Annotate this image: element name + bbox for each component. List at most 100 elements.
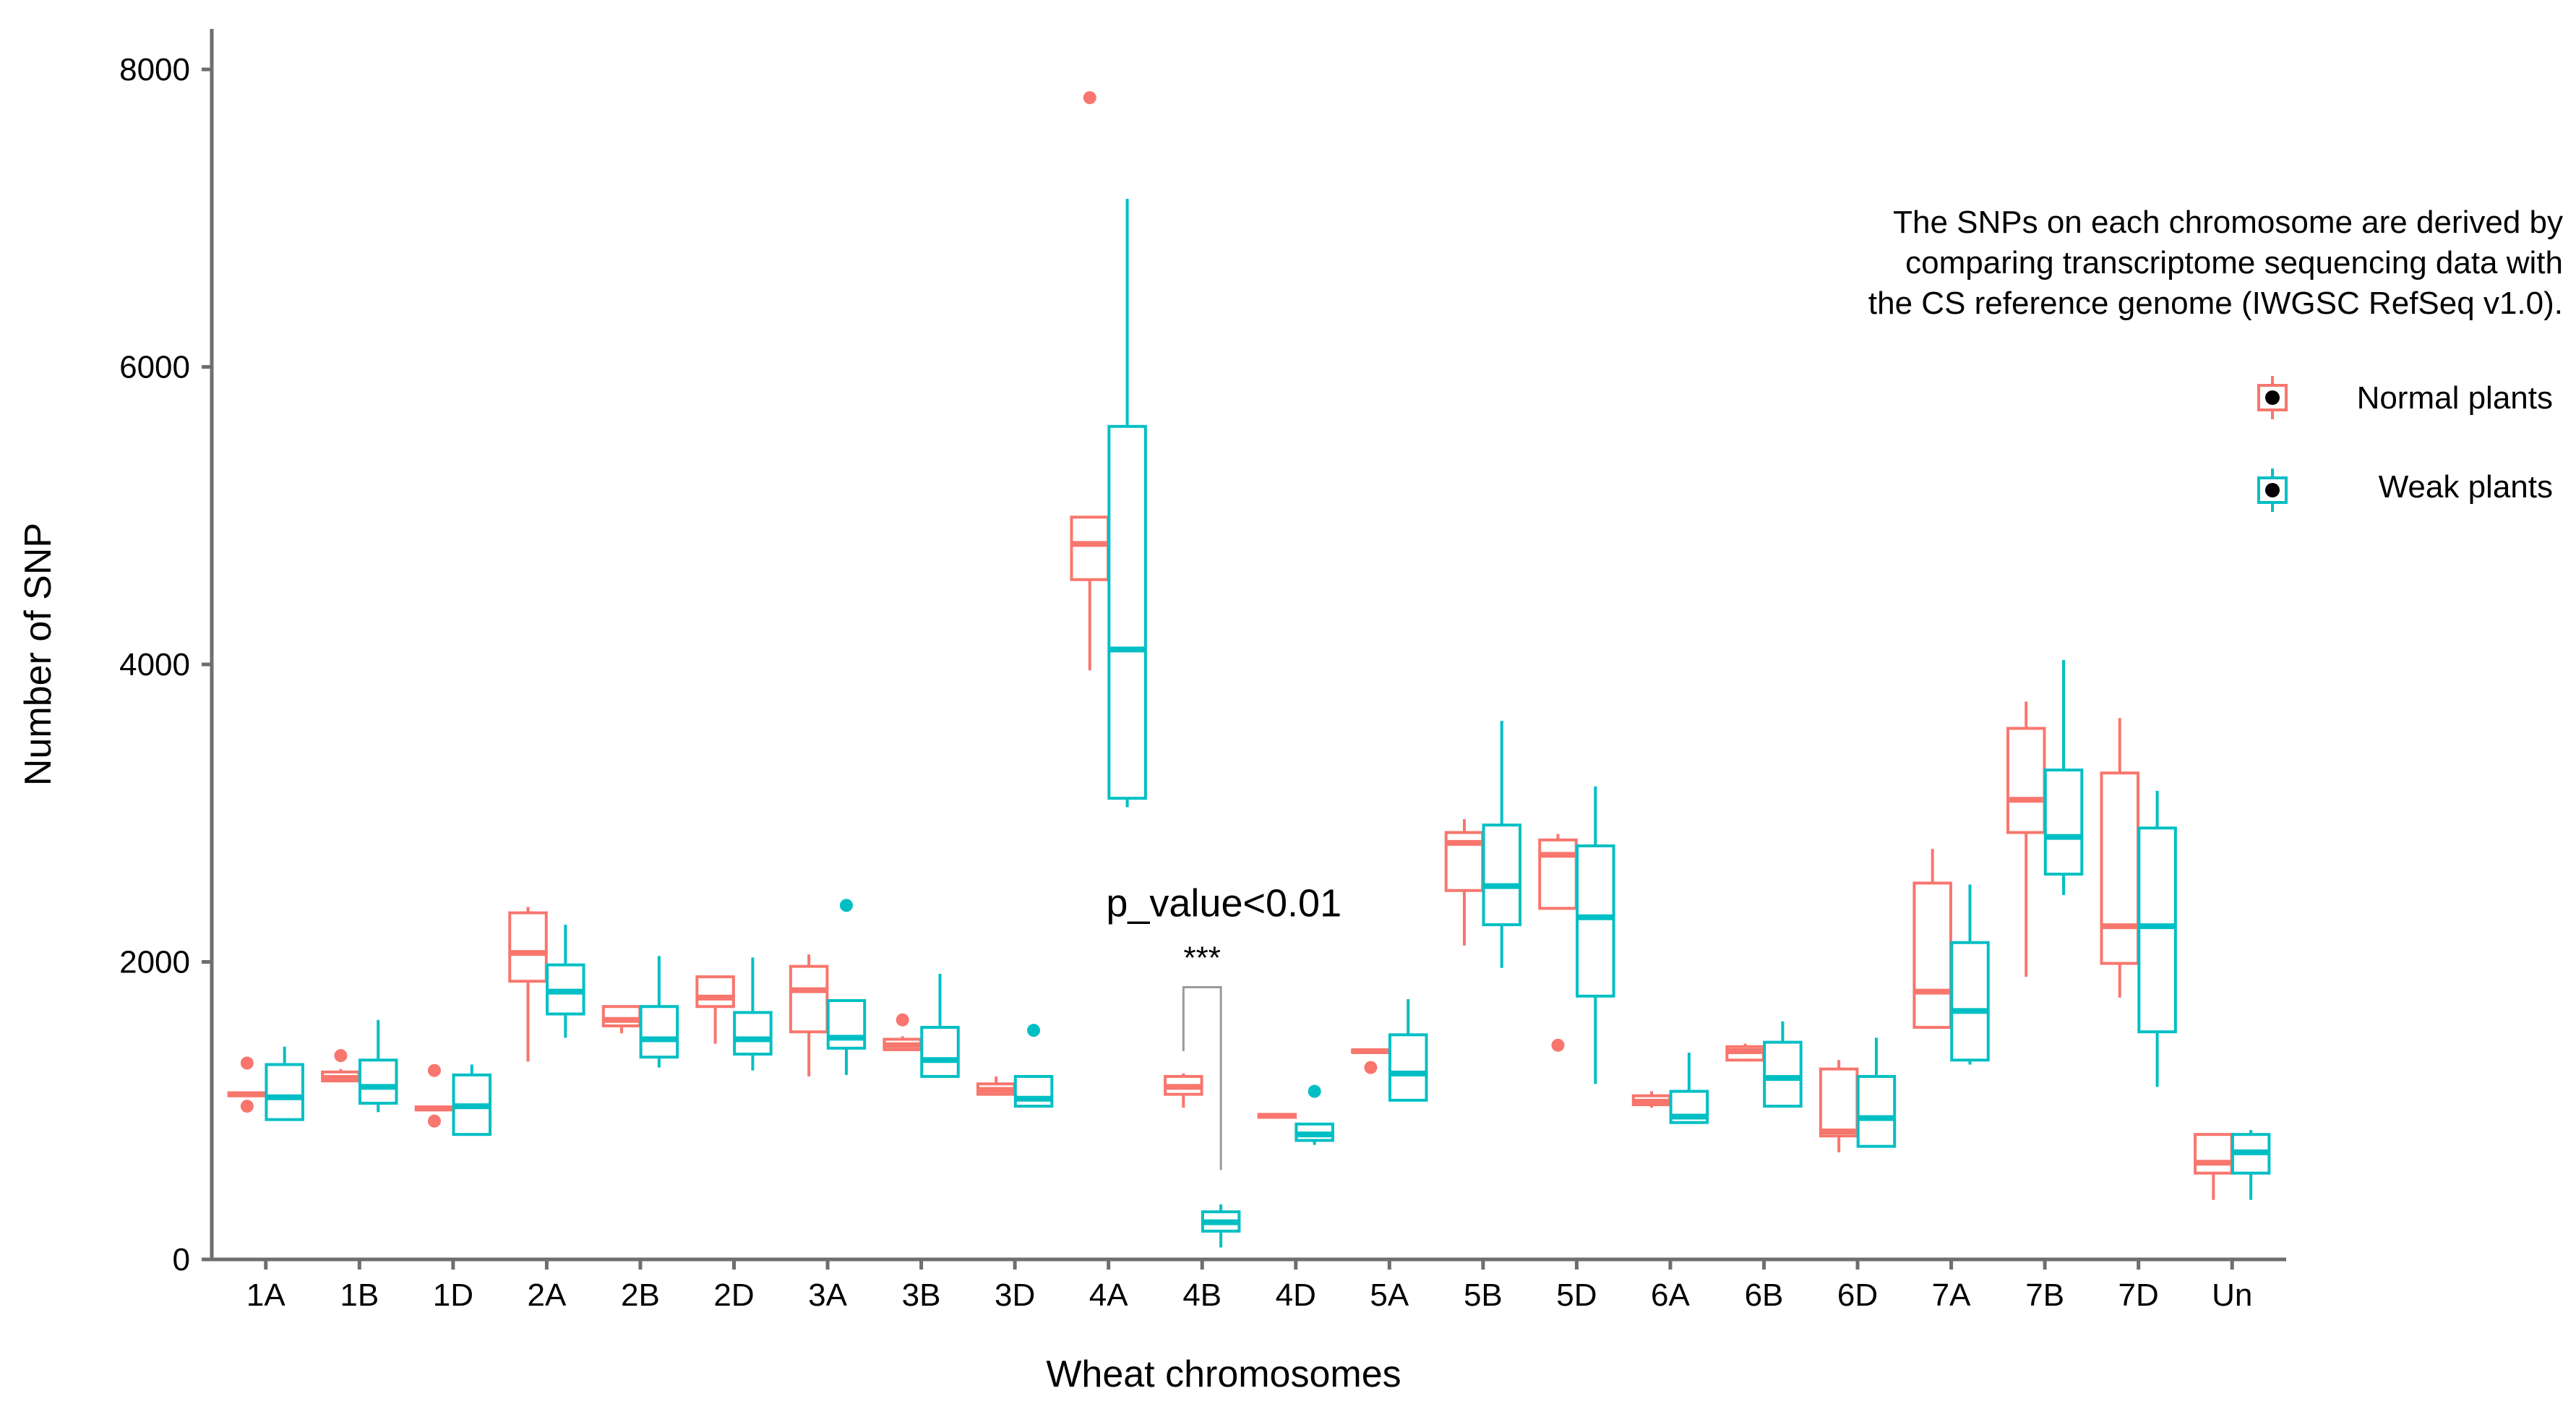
y-tick-label: 0 <box>173 1242 190 1277</box>
y-ticks: 0 2000 4000 6000 8000 <box>119 52 212 1277</box>
legend-item-weak: Weak plants <box>2257 468 2553 512</box>
box-6A-weak <box>1669 1053 1709 1124</box>
legend-key-point <box>2265 390 2280 405</box>
box-7A-weak <box>1950 884 1990 1065</box>
outlier-point <box>839 899 853 912</box>
box-2A-weak <box>546 925 585 1038</box>
box-5B-normal <box>1444 818 1485 946</box>
significance-stars: *** <box>1184 940 1221 975</box>
significance-bracket <box>1182 985 1222 1170</box>
legend-key-box <box>2257 476 2288 504</box>
box-body <box>508 911 548 983</box>
box-7B-normal <box>2006 701 2046 977</box>
box-body <box>265 1063 304 1121</box>
significance-annotation: *** p_value<0.01 <box>1106 881 1341 1170</box>
box-body <box>1856 1074 1897 1148</box>
box-4D-normal <box>1257 1113 1297 1119</box>
x-tick-label: 2D <box>713 1277 754 1313</box>
box-4A-normal <box>1070 91 1110 671</box>
x-tick-label: 7D <box>2118 1277 2159 1313</box>
box-groups <box>227 91 2271 1248</box>
box-body <box>358 1058 398 1105</box>
y-axis-title: Number of SNP <box>17 523 59 786</box>
box-body <box>695 975 735 1009</box>
box-body <box>2100 771 2140 965</box>
x-tick-label: 3D <box>995 1277 1035 1313</box>
box-body <box>826 998 867 1050</box>
box-4B-weak <box>1201 1204 1241 1248</box>
outlier-point <box>334 1049 348 1063</box>
box-5B-weak <box>1482 721 1522 968</box>
x-tick-label: 6A <box>1651 1277 1690 1313</box>
y-tick-label: 8000 <box>119 52 190 87</box>
box-7D-weak <box>2137 790 2177 1087</box>
legend-item-normal: Normal plants <box>2257 376 2553 419</box>
y-tick-label: 6000 <box>119 350 190 385</box>
outlier-point <box>1083 91 1096 105</box>
box-body <box>1107 424 1147 800</box>
box-body <box>1819 1067 1859 1138</box>
outlier-point <box>427 1114 441 1128</box>
box-body <box>733 1011 773 1056</box>
x-tick-label: 4D <box>1276 1277 1316 1313</box>
outlier-point <box>427 1063 441 1077</box>
y-tick-label: 4000 <box>119 647 190 682</box>
box-7D-normal <box>2100 718 2140 998</box>
x-tick-label: 5A <box>1370 1277 1409 1313</box>
box-1B-weak <box>358 1019 398 1113</box>
x-tick-label: 6D <box>1837 1277 1878 1313</box>
x-tick-label: 1A <box>246 1277 285 1313</box>
box-1D-weak <box>452 1064 492 1137</box>
legend-key-box <box>2257 384 2288 411</box>
x-tick-label: 1D <box>433 1277 473 1313</box>
box-body <box>1013 1074 1054 1108</box>
y-tick-label: 2000 <box>119 945 190 980</box>
box-body <box>789 964 829 1034</box>
box-body <box>920 1026 960 1078</box>
box-1A-weak <box>265 1046 304 1121</box>
outlier-point <box>1027 1024 1041 1037</box>
box-3B-normal <box>883 1013 922 1051</box>
p-value-label: p_value<0.01 <box>1106 881 1341 925</box>
box-1B-normal <box>321 1049 361 1083</box>
box-6D-weak <box>1856 1037 1897 1148</box>
note-line: The SNPs on each chromosome are derived … <box>1893 205 2563 240</box>
box-2D-normal <box>695 975 735 1044</box>
box-body <box>1576 844 1615 998</box>
box-1A-normal <box>227 1056 267 1113</box>
box-6B-normal <box>1725 1043 1765 1062</box>
x-tick-label: 5D <box>1556 1277 1597 1313</box>
x-tick-label: 4A <box>1089 1277 1128 1313</box>
box-2B-weak <box>639 956 679 1068</box>
box-body <box>639 1005 679 1059</box>
box-3A-normal <box>789 954 829 1076</box>
box-5D-normal <box>1538 834 1578 1052</box>
legend-key-point <box>2265 483 2280 497</box>
x-tick-label: 7B <box>2025 1277 2064 1313</box>
x-axis-title: Wheat chromosomes <box>1046 1353 1401 1395</box>
box-6B-weak <box>1763 1021 1803 1108</box>
box-body <box>2043 769 2084 876</box>
box-7B-weak <box>2043 659 2084 895</box>
box-body <box>1388 1033 1428 1102</box>
box-4A-weak <box>1107 199 1147 808</box>
box-2B-normal <box>601 1005 642 1034</box>
note-line: comparing transcriptome sequencing data … <box>1905 245 2563 281</box>
note-block: The SNPs on each chromosome are derived … <box>1868 205 2563 321</box>
box-body <box>1912 881 1952 1030</box>
box-body <box>2137 826 2177 1034</box>
box-Un-weak <box>2231 1129 2271 1200</box>
box-6D-normal <box>1819 1060 1859 1152</box>
box-body <box>1538 838 1578 910</box>
x-tick-label: 1B <box>340 1277 379 1313</box>
legend-label: Normal plants <box>2357 380 2553 416</box>
x-tick-label: Un <box>2212 1277 2252 1313</box>
x-tick-label: 5B <box>1464 1277 1503 1313</box>
x-ticks: 1A 1B 1D 2A 2B 2D 3A 3B 3D 4A 4B 4D 5A 5B 5D 6A 6B 6D 7A 7B… <box>246 1259 2252 1313</box>
box-3B-weak <box>920 973 960 1078</box>
box-Un-normal <box>2194 1133 2233 1200</box>
box-1D-normal <box>414 1063 455 1128</box>
box-3D-weak <box>1013 1024 1054 1108</box>
outlier-point <box>1551 1038 1565 1052</box>
legend: Normal plants Weak plants <box>2257 376 2553 512</box>
